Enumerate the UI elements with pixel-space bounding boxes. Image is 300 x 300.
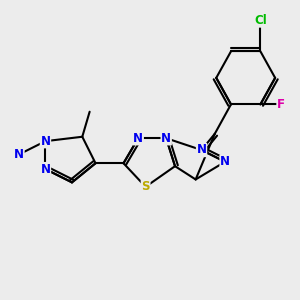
Text: Cl: Cl (254, 14, 267, 27)
Text: N: N (161, 132, 171, 145)
Text: F: F (277, 98, 285, 111)
Text: N: N (40, 135, 50, 148)
Text: N: N (133, 132, 143, 145)
Text: N: N (220, 155, 230, 168)
Text: N: N (196, 143, 206, 157)
Text: S: S (141, 180, 150, 193)
Text: N: N (14, 148, 24, 161)
Text: N: N (40, 163, 50, 176)
